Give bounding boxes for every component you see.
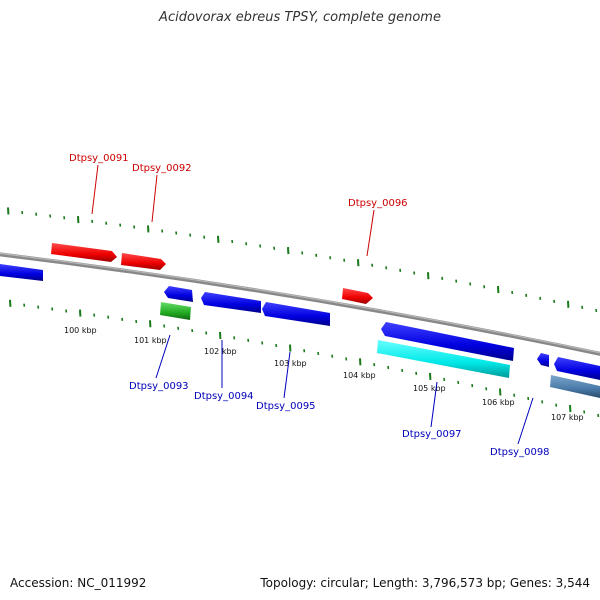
leader-Dtpsy_0098 [517,397,534,445]
gene-Dtpsy_0098-small[interactable] [537,353,549,367]
gene-label-Dtpsy_0091[interactable]: Dtpsy_0091 [69,153,129,164]
gene-Dtpsy_0097-blue[interactable] [381,322,514,361]
gene-label-Dtpsy_0095[interactable]: Dtpsy_0095 [256,401,316,412]
gene-Dtpsy_0093-blue[interactable] [164,286,193,302]
gene-label-Dtpsy_0092[interactable]: Dtpsy_0092 [132,163,192,174]
gene-label-Dtpsy_0093[interactable]: Dtpsy_0093 [129,381,189,392]
leader-Dtpsy_0093 [155,334,171,379]
outer-tick-ring [7,207,598,313]
genome-summary-text: Topology: circular; Length: 3,796,573 bp… [260,576,590,590]
gene-Dtpsy_0091[interactable] [51,243,117,262]
gene-label-Dtpsy_0097[interactable]: Dtpsy_0097 [402,429,462,440]
gene-right-edge[interactable] [550,375,600,398]
gene-Dtpsy_0097[interactable] [377,340,510,378]
map-title: Acidovorax ebreus TPSY, complete genome [159,10,441,25]
gene-label-Dtpsy_0094[interactable]: Dtpsy_0094 [194,391,254,402]
ruler-label-103: 103 kbp [274,359,307,368]
ruler-label-105: 105 kbp [413,384,446,393]
ruler-label-101: 101 kbp [134,336,167,345]
gene-Dtpsy_0096[interactable] [342,288,373,304]
gene-label-Dtpsy_0096[interactable]: Dtpsy_0096 [348,198,408,209]
ruler-label-106: 106 kbp [482,398,515,407]
gene-Dtpsy_0092[interactable] [121,253,166,270]
gene-label-Dtpsy_0098[interactable]: Dtpsy_0098 [490,447,550,458]
genome-backbone [0,252,600,356]
gene-Dtpsy_0095[interactable] [262,302,330,326]
leader-Dtpsy_0097 [430,381,438,428]
ruler-label-102: 102 kbp [204,347,237,356]
genome-backbone-highlight [0,252,600,354]
gene-Dtpsy_0094[interactable] [201,292,261,313]
gene-Dtpsy_0093[interactable] [160,302,191,320]
ruler-label-104: 104 kbp [343,371,376,380]
ruler-label-107: 107 kbp [551,413,584,422]
accession-text: Accession: NC_011992 [10,576,147,590]
leader-Dtpsy_0092 [151,174,158,223]
gene-Dtpsy_0098[interactable] [554,357,600,380]
inner-tick-ring [9,299,600,418]
ruler-label-100: 100 kbp [64,326,97,335]
leader-Dtpsy_0095 [283,351,291,399]
leader-Dtpsy_0096 [366,209,375,257]
leader-Dtpsy_0091 [91,164,99,215]
gene-left-edge[interactable] [0,264,43,281]
